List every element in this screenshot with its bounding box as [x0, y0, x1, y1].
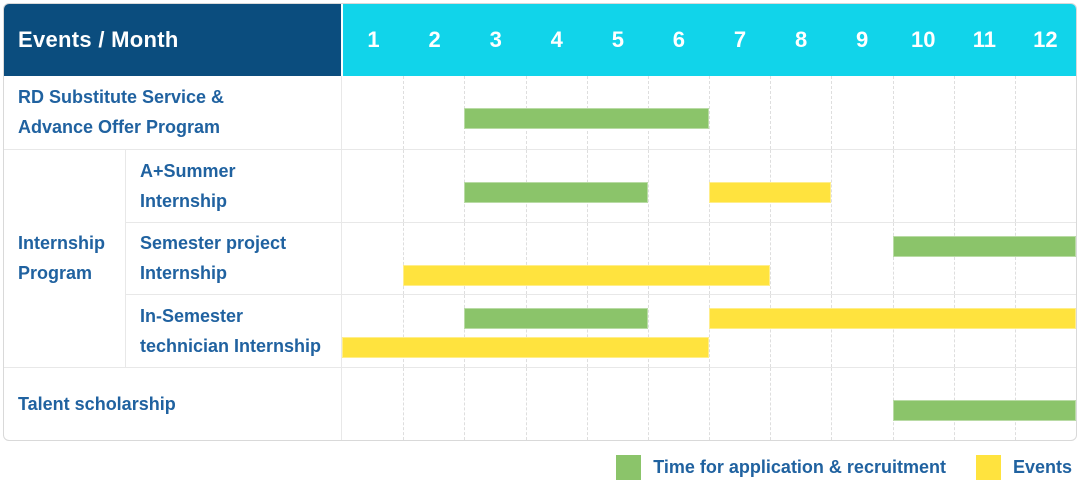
month-gridline: [647, 295, 649, 368]
month-gridline: [892, 295, 894, 368]
gantt-bar-green: [464, 181, 648, 203]
chart-cell: [341, 76, 1076, 149]
month-gridline: [403, 149, 405, 222]
legend-swatch-yellow: [975, 454, 1001, 480]
month-gridline: [403, 295, 405, 368]
row-label-text: Talent scholarship: [18, 394, 176, 415]
month-gridline: [586, 368, 588, 440]
month-gridline: [831, 149, 833, 222]
chart-cell: [341, 221, 1076, 295]
month-gridline: [586, 222, 588, 295]
legend-swatch-green: [616, 454, 642, 480]
gantt-bar-yellow: [403, 264, 771, 286]
row-label: In-Semester technician Internship: [125, 294, 341, 368]
month-gridline: [831, 76, 833, 149]
month-gridline: [525, 295, 527, 368]
month-gridline: [464, 368, 466, 440]
month-header-cell: 3: [489, 27, 502, 52]
month-header-cell: 2: [428, 27, 441, 52]
chart-cell: [341, 367, 1076, 440]
month-gridline: [831, 295, 833, 368]
row-label-text: A+Summer Internship: [140, 160, 236, 211]
month-header-cell: 10: [911, 27, 936, 52]
gantt-bar-yellow: [709, 308, 1076, 330]
month-header-cell: 8: [794, 27, 808, 52]
month-gridline: [770, 222, 772, 295]
events-month-header-cell: Events / Month: [4, 4, 341, 76]
row-label: A+Summer Internship: [125, 148, 341, 222]
month-gridline: [892, 222, 894, 295]
gantt-bar-yellow: [342, 337, 709, 359]
month-gridline: [525, 368, 527, 440]
month-gridline: [403, 368, 405, 440]
month-gridline: [464, 222, 466, 295]
month-gridline: [1014, 222, 1016, 295]
gantt-bar-yellow: [709, 181, 832, 203]
month-gridline: [647, 149, 649, 222]
header-title: Events / Month: [18, 27, 179, 52]
month-gridline: [709, 368, 710, 440]
month-gridline: [403, 222, 405, 295]
month-gridline: [770, 76, 772, 149]
month-gridline: [1014, 295, 1016, 368]
month-gridline: [831, 222, 833, 295]
gantt-bar-green: [892, 400, 1076, 422]
month-gridline: [770, 368, 772, 440]
month-header-cell: 1: [367, 27, 380, 52]
legend: Time for application & recruitment Events: [616, 451, 1072, 483]
month-header-cell: 12: [1033, 27, 1058, 52]
month-gridline: [892, 76, 894, 149]
chart-cell: [341, 294, 1076, 368]
month-header-cell: 4: [550, 27, 563, 52]
gantt-bar-green: [892, 235, 1076, 257]
month-gridline: [709, 76, 710, 149]
month-gridline: [647, 368, 649, 440]
gantt-bar-green: [464, 108, 709, 129]
row-label: RD Substitute Service & Advance Offer Pr…: [4, 76, 341, 149]
group-label: Internship Program: [4, 148, 125, 367]
month-gridline: [403, 76, 405, 149]
legend-item: Events: [975, 454, 1072, 480]
month-header-cell: 5: [611, 27, 624, 52]
month-gridline: [953, 76, 955, 149]
gantt-bar-green: [464, 308, 648, 330]
legend-label: Time for application & recruitment: [653, 456, 946, 477]
chart-cell: [341, 148, 1076, 222]
month-gridline: [953, 295, 955, 368]
month-gridline: [770, 295, 772, 368]
month-header-cell: 9: [856, 27, 869, 52]
month-header-row: 1 2 3 4 5 6 7 8 9 10 11 12: [341, 4, 1076, 76]
month-gridline: [647, 222, 649, 295]
legend-label: Events: [1012, 456, 1072, 477]
table-header: Events / Month 1 2 3 4 5 6 7 8 9 10 11 12: [4, 4, 1076, 76]
month-gridline: [709, 222, 710, 295]
gantt-body: RD Substitute Service & Advance Offer Pr…: [4, 76, 1076, 440]
month-gridline: [953, 149, 955, 222]
month-gridline: [831, 368, 833, 440]
month-gridline: [892, 149, 894, 222]
row-label: Semester project Internship: [125, 221, 341, 295]
month-gridline: [525, 222, 527, 295]
month-gridline: [709, 295, 710, 368]
row-label: Talent scholarship: [4, 367, 341, 440]
month-gridline: [586, 295, 588, 368]
row-label-text: Semester project Internship: [140, 233, 287, 284]
month-gridline: [953, 222, 955, 295]
gantt-table: Events / Month 1 2 3 4 5 6 7 8 9 10 11 12 RD Substi…: [3, 3, 1077, 441]
row-label-text: In-Semester technician Internship: [140, 306, 322, 357]
month-header-cell: 7: [733, 27, 747, 52]
month-gridline: [1014, 149, 1016, 222]
legend-item: Time for application & recruitment: [616, 454, 946, 480]
month-header-cell: 6: [672, 27, 686, 52]
month-gridline: [464, 295, 466, 368]
month-gridline: [1014, 76, 1016, 149]
month-header-cell: 11: [972, 27, 996, 52]
group-label-text: Internship Program: [18, 233, 106, 284]
row-label-text: RD Substitute Service & Advance Offer Pr…: [18, 87, 225, 138]
